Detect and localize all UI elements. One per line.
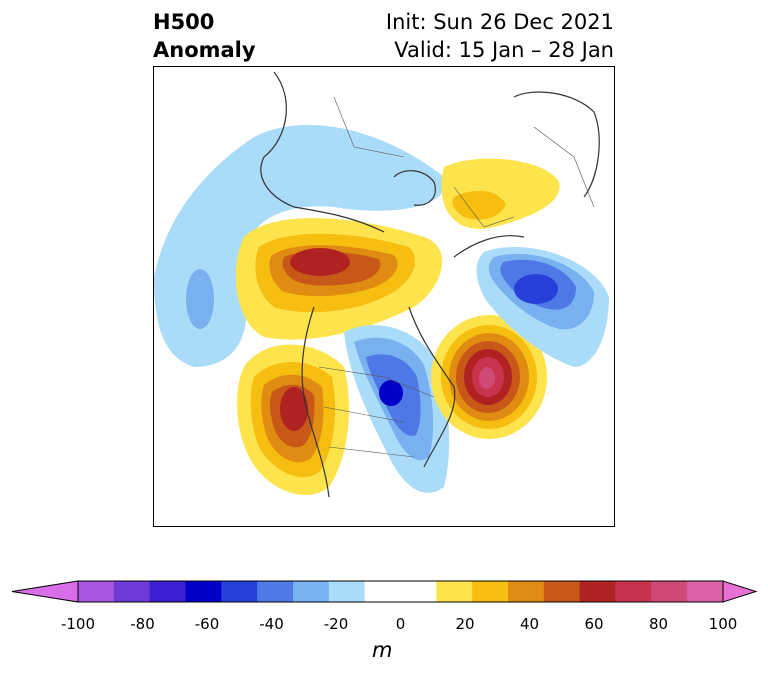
colorbar-unit-label: m (372, 638, 393, 662)
init-date: Init: Sun 26 Dec 2021 (385, 10, 614, 34)
colorbar-tick-label: 60 (584, 615, 604, 633)
anomaly-atlantic-ridge (431, 315, 547, 439)
colorbar-tick-label: 0 (395, 615, 406, 633)
chart-title: H500 Anomaly (153, 8, 256, 64)
colorbar-segment (78, 581, 115, 602)
colorbar-segment (257, 581, 294, 602)
colorbar-tick-label: -20 (323, 615, 349, 633)
colorbar-segment (543, 581, 581, 602)
colorbar-extend-max (722, 580, 758, 603)
colorbar (11, 580, 758, 603)
anomaly-arctic-ridge (441, 158, 560, 229)
anomaly-pacific-core (186, 269, 214, 329)
colorbar-segment (149, 581, 186, 602)
anomaly-map (153, 66, 615, 527)
colorbar-tick-label: -80 (130, 615, 155, 633)
colorbar-segment (615, 581, 652, 602)
date-info: Init: Sun 26 Dec 2021 Valid: 15 Jan – 28… (386, 8, 614, 64)
title-line-2: Anomaly (153, 38, 256, 62)
colorbar-segment (400, 581, 437, 602)
colorbar-tick-label: 100 (708, 615, 738, 633)
coastlines (260, 71, 600, 498)
colorbar-segment (364, 581, 401, 602)
title-line-1: H500 (153, 10, 215, 34)
colorbar-segment (113, 581, 151, 602)
colorbar-tick-label: -40 (259, 615, 284, 633)
colorbar-tick-label: 40 (519, 615, 540, 633)
colorbar-tick-label: 20 (455, 615, 475, 633)
colorbar-tick-label: 80 (648, 615, 669, 633)
colorbar-extend-min (11, 580, 79, 603)
anomaly-pacific-trough (154, 124, 446, 367)
colorbar-segment (508, 581, 545, 602)
colorbar-segment (293, 581, 330, 602)
anomaly-siberia-trough (476, 247, 609, 367)
colorbar-tick-label: -100 (60, 615, 96, 633)
anomaly-canada-ridge (235, 218, 443, 340)
colorbar-segment (185, 581, 222, 602)
anomaly-great-lakes-trough (344, 325, 450, 493)
colorbar-segment (221, 581, 258, 602)
colorbar-segment (579, 581, 616, 602)
colorbar-segments (11, 580, 758, 603)
colorbar-segment (328, 581, 366, 602)
colorbar-segment (472, 581, 509, 602)
anomaly-western-us-ridge (237, 344, 349, 496)
colorbar-segment (651, 581, 688, 602)
colorbar-tick-label: -60 (194, 615, 220, 633)
political-boundaries (318, 96, 595, 458)
map-canvas (154, 71, 609, 498)
colorbar-segment (687, 581, 724, 602)
valid-range: Valid: 15 Jan – 28 Jan (394, 38, 614, 62)
colorbar-segment (436, 581, 473, 602)
